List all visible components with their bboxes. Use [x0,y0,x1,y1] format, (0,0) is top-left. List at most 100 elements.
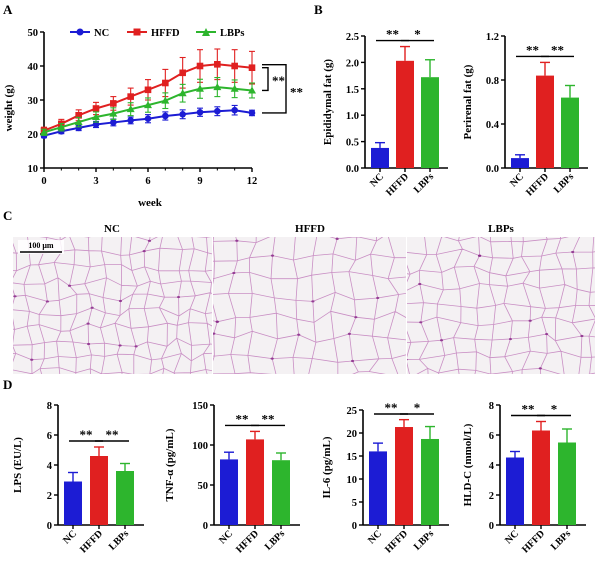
cell-nucleus [579,233,582,235]
y-axis-label: weight (g) [3,84,15,131]
data-point-lbps [178,89,187,97]
y-tick-label: 20 [28,130,39,141]
bar-nc [369,451,387,525]
legend-item-lbps: LBPs [196,28,245,39]
y-tick-label: 0.0 [486,164,499,175]
data-point-nc [248,109,256,117]
bar-lbps [116,471,134,525]
bar-hffd [536,75,554,168]
scale-bar-label: 100 μm [28,241,54,250]
cell-nucleus [528,319,532,322]
cell-nucleus [86,322,90,325]
cell-nucleus [441,237,443,238]
panel-label-b: B [314,2,323,17]
significance-label: ** [526,42,539,57]
tissue-background [407,237,595,374]
x-category-label: NC [508,171,526,189]
cell-nucleus [67,284,72,287]
significance-label: * [414,27,421,42]
significance-label: ** [236,411,249,426]
y-tick-label: 100 [192,441,208,452]
bar-lbps [558,442,576,525]
significance-label: ** [272,73,285,88]
x-category-label: LBPs [549,528,573,552]
y-tick-label: 1.2 [486,32,499,43]
x-tick-label: 0 [41,176,46,187]
x-tick-label: 3 [93,176,98,187]
histology-image-lbps [407,221,595,386]
cell-nucleus [90,306,94,309]
y-tick-label: 0.5 [346,138,359,149]
cell-nucleus [176,295,181,299]
y-tick-label: 0 [489,521,494,532]
x-category-label: LBPs [412,171,436,195]
cell-nucleus [213,332,216,335]
x-category-label: HFFD [234,528,261,555]
significance-label: ** [386,27,399,42]
x-category-label: NC [368,171,386,189]
tissue-background [213,237,406,374]
cell-nucleus [134,345,138,348]
y-tick-label: 15 [347,452,358,463]
cell-nucleus [0,251,3,253]
bar-hffd [396,60,414,168]
data-point-lbps [196,84,204,92]
data-point-lbps [161,96,170,104]
data-point-hffd [92,105,100,112]
weight-line-chart: NC HFFD LBPs week weight (g) 10 20 30 40 50 0… [3,28,303,209]
bar-nc [511,158,529,168]
data-point-lbps [230,84,239,92]
legend-marker-lbps [202,28,210,36]
histology-image-nc [0,221,212,374]
x-category-label: HFFD [520,528,547,555]
legend-label-nc: NC [94,28,109,39]
cell-nucleus [13,295,17,298]
significance-label: ** [290,84,303,99]
cell-nucleus [545,332,549,336]
data-point-nc [179,110,186,118]
bar-lbps [421,438,439,525]
histology-title-nc: NC [104,223,120,235]
significance-bracket [262,67,269,92]
histology-title-hffd: HFFD [295,223,325,235]
y-tick-label: 2.0 [346,58,359,69]
cell-nucleus [508,337,513,341]
cell-membranes [13,237,212,374]
x-category-label: NC [366,528,384,546]
cell-nucleus [235,239,239,242]
y-tick-label: 1.0 [346,111,359,122]
bar-hffd [395,427,413,525]
legend-label-lbps: LBPs [220,28,245,39]
y-tick-label: 50 [198,481,209,492]
data-point-lbps [126,105,135,113]
cell-nucleus [232,271,236,275]
cell-nucleus [45,300,49,303]
data-point-hffd [162,79,169,87]
cell-nucleus [270,357,274,360]
cell-nucleus [427,384,430,386]
cell-nucleus [158,221,161,223]
significance-label: * [551,402,558,417]
significance-bracket [262,64,287,114]
cell-nucleus [444,221,447,223]
legend-marker-hffd [133,28,141,36]
x-category-label: LBPs [263,528,287,552]
data-point-nc [75,124,82,132]
data-point-nc [127,117,134,124]
y-tick-label: 25 [347,406,358,417]
legend-marker-nc [76,28,84,36]
data-point-nc [231,106,238,114]
y-tick-label: 150 [192,401,208,412]
x-tick-label: 6 [145,176,150,187]
x-category-label: HFFD [384,171,411,198]
y-tick-label: 6 [47,431,52,442]
cell-nucleus [311,300,315,303]
tissue-background [13,237,212,374]
y-tick-label: 4 [47,461,53,472]
legend-label-hffd: HFFD [151,28,180,39]
data-point-hffd [179,69,186,77]
scale-bar: 100 μm [18,240,64,254]
y-tick-label: 40 [28,62,39,73]
